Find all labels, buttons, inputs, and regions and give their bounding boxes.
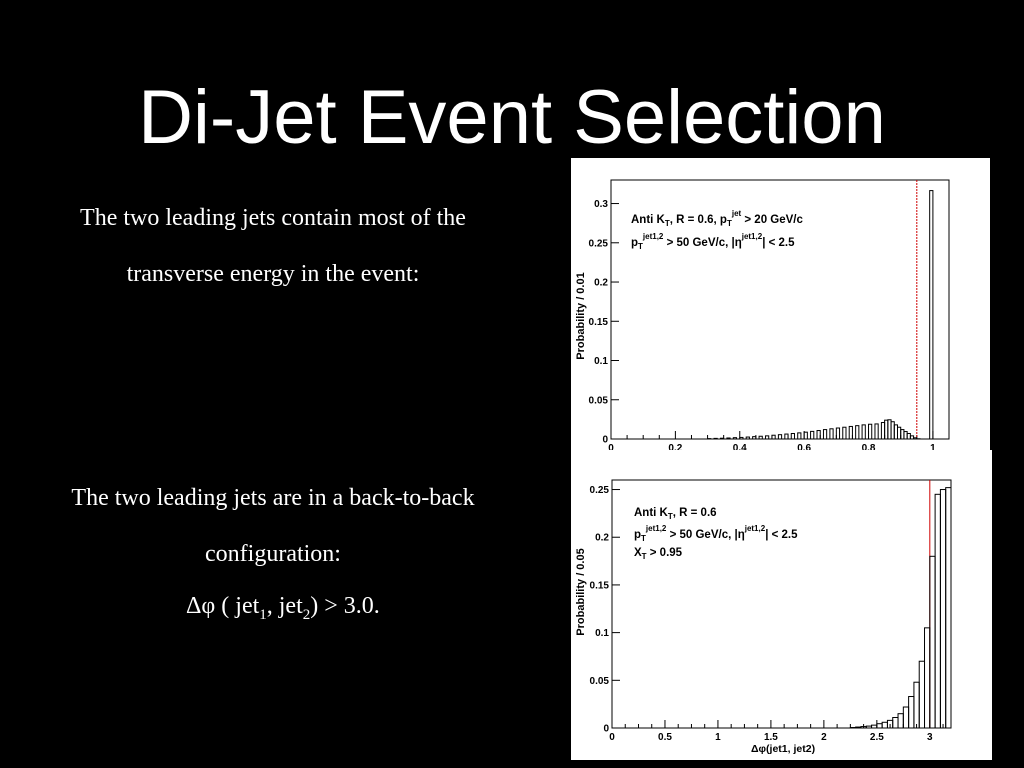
formula-prefix: Δφ ( jet	[186, 593, 260, 619]
xt-x-tick-label: 0.4	[733, 443, 747, 454]
xt-x-tick-label: 0.2	[668, 443, 682, 454]
dphi-y-tick-label: 0.2	[595, 533, 609, 544]
dphi-x-tick-label: 0.5	[658, 732, 672, 743]
paragraph-back-to-back: The two leading jets are in a back-to-ba…	[71, 485, 475, 567]
xt-x-tick-label: 1	[930, 443, 936, 454]
dphi-bar	[892, 717, 899, 729]
dphi-bar	[897, 713, 904, 729]
dphi-x-tick-label: 1	[715, 732, 721, 743]
xt-bar	[726, 437, 731, 440]
dphi-x-tick-label: 3	[927, 732, 933, 743]
dphi-x-tick-label: 0	[609, 732, 615, 743]
xt-bar	[835, 427, 841, 440]
dphi-y-tick-label: 0.1	[595, 628, 609, 639]
dphi-bar	[908, 696, 915, 729]
dphi-bar	[876, 723, 883, 729]
dphi-annotation-line-2: pTjet1,2 > 50 GeV/c, |ηjet1,2| < 2.5	[634, 524, 798, 543]
xt-y-tick-label: 0.1	[594, 356, 608, 367]
dphi-bar	[934, 493, 941, 729]
xt-histogram: 0 0.05 0.1 0.15 0.2 0.25 0.3 0 0.2 0.4 0.6 0.8 1 Ant…	[575, 179, 950, 467]
xt-bar	[777, 434, 783, 440]
xt-bar	[790, 433, 795, 440]
xt-histogram-panel: 0 0.05 0.1 0.15 0.2 0.25 0.3 0 0.2 0.4 0.6 0.8 1 Ant…	[571, 158, 990, 468]
xt-bar	[848, 425, 853, 440]
slide-title: Di-Jet Event Selection	[138, 75, 886, 160]
dphi-bar	[855, 726, 862, 729]
xt-bar	[829, 428, 834, 440]
xt-y-tick-label: 0.15	[589, 317, 609, 328]
dphi-bar	[913, 681, 920, 729]
xt-bar	[816, 430, 821, 440]
dphi-y-axis-label: Probability / 0.05	[575, 548, 587, 635]
xt-bar	[842, 426, 847, 440]
dphi-x-tick-label: 2.5	[870, 732, 884, 743]
xt-bar	[745, 436, 750, 440]
formula-subscript-2: 2	[302, 606, 311, 623]
dphi-bar	[881, 721, 888, 729]
delta-phi-formula: Δφ ( jet1, jet2) > 3.0.	[186, 586, 380, 635]
xt-bar	[739, 436, 744, 440]
xt-annotation-line-2: pTjet1,2 > 50 GeV/c, |ηjet1,2| < 2.5	[631, 232, 795, 251]
xt-y-tick-label: 0	[602, 435, 608, 446]
formula-suffix: ) > 3.0.	[310, 593, 380, 619]
xt-y-tick-label: 0.05	[589, 395, 609, 406]
dphi-x-axis-label: Δφ(jet1, jet2)	[751, 743, 815, 755]
dphi-y-tick-label: 0.05	[590, 676, 610, 687]
dphi-histogram: 0 0.05 0.1 0.15 0.2 0.25 0 0.5 1 1.5 2 2.5 3 Anti KT…	[575, 479, 952, 755]
xt-y-tick-label: 0.3	[594, 199, 608, 210]
dphi-annotation-line-3: XT > 0.95	[634, 547, 683, 561]
dphi-histogram-panel: 0 0.05 0.1 0.15 0.2 0.25 0 0.5 1 1.5 2 2.5 3 Anti KT…	[571, 450, 992, 760]
xt-bar	[765, 435, 770, 440]
xt-bar	[719, 437, 725, 440]
xt-bar	[784, 433, 789, 440]
dphi-bar	[902, 706, 910, 729]
xt-y-tick-label: 0.25	[589, 238, 609, 249]
xt-y-tick-label: 0.2	[594, 278, 608, 289]
dphi-bar	[945, 487, 952, 729]
xt-x-tick-label: 0.6	[797, 443, 811, 454]
formula-mid: , jet	[266, 593, 303, 619]
xt-bar	[868, 423, 873, 440]
dphi-annotation-line-1: Anti KT, R = 0.6	[634, 507, 717, 521]
dphi-bar	[865, 725, 873, 729]
xt-x-tick-label: 0	[608, 443, 614, 454]
xt-bar	[803, 431, 808, 440]
xt-x-tick-label: 0.8	[862, 443, 876, 454]
dphi-bar	[929, 555, 936, 729]
dphi-bar	[939, 489, 947, 729]
xt-bar	[797, 432, 802, 440]
dphi-y-tick-label: 0.25	[590, 485, 610, 496]
dphi-bar	[918, 660, 926, 729]
xt-bar	[929, 190, 934, 440]
xt-bar	[822, 429, 828, 440]
dphi-bar	[871, 724, 878, 729]
xt-annotation-line-1: Anti KT, R = 0.6, pTjet > 20 GeV/c	[631, 209, 803, 228]
xt-bar	[874, 423, 879, 440]
xt-bar	[732, 437, 738, 440]
xt-y-axis-label: Probability / 0.01	[575, 272, 587, 359]
xt-bar	[810, 430, 815, 440]
paragraph-transverse-energy: The two leading jets contain most of the…	[80, 205, 466, 287]
formula-subscript-1: 1	[259, 606, 267, 623]
xt-bar	[713, 437, 718, 440]
xt-bar	[771, 434, 776, 440]
dphi-bar	[924, 627, 931, 729]
xt-plot-area: 0 0.05 0.1 0.15 0.2 0.25 0.3 0 0.2 0.4 0.6 0.8 1	[589, 179, 950, 454]
dphi-x-tick-label: 1.5	[764, 732, 778, 743]
xt-bar	[855, 425, 860, 440]
dphi-y-tick-label: 0.15	[590, 580, 610, 591]
dphi-y-tick-label: 0	[603, 724, 609, 735]
dphi-plot-area: 0 0.05 0.1 0.15 0.2 0.25 0 0.5 1 1.5 2 2.5 3	[590, 479, 952, 743]
xt-bar	[861, 424, 866, 440]
xt-bar	[752, 436, 757, 440]
dphi-x-tick-label: 2	[821, 732, 827, 743]
xt-bar	[758, 435, 763, 440]
